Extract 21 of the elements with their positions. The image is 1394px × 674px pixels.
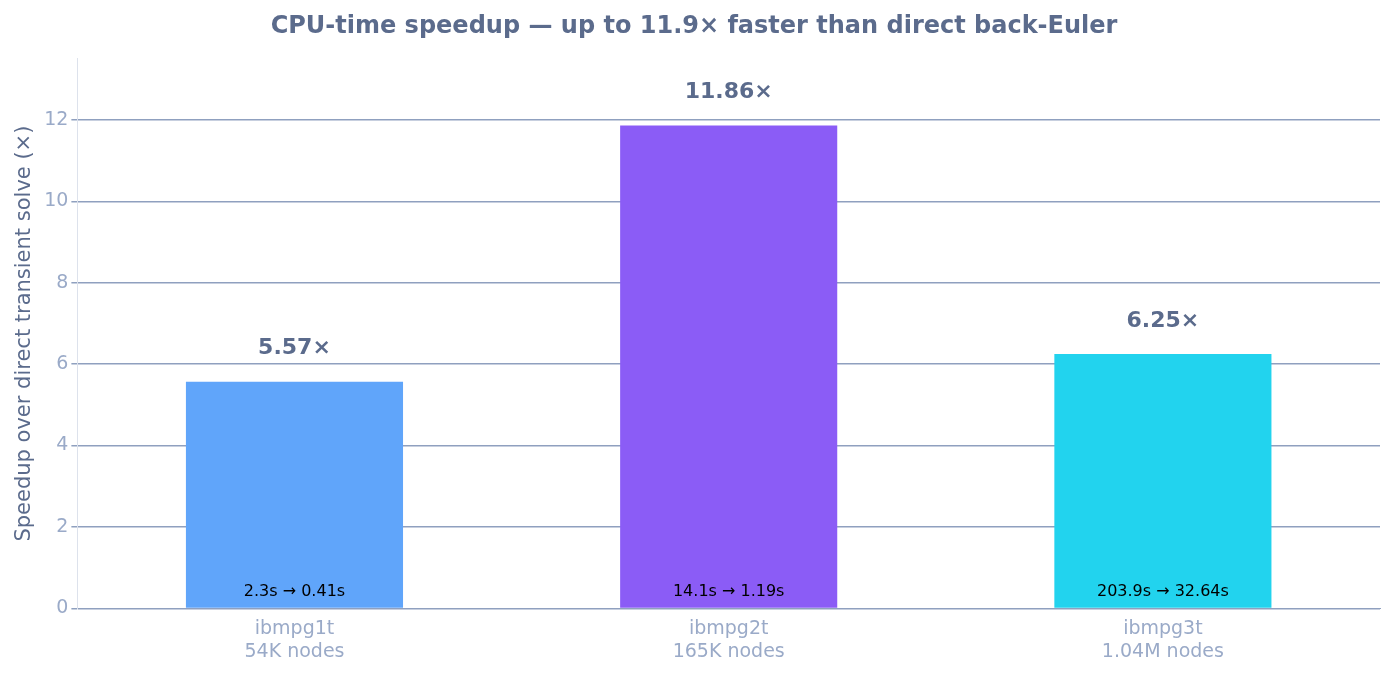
data-label: 11.86× <box>684 78 773 104</box>
x-tick-label: ibmpg2t 165K nodes <box>672 615 785 661</box>
x-tick-label: ibmpg3t 1.04M nodes <box>1101 615 1224 661</box>
y-tick-label: 8 <box>56 269 69 292</box>
y-tick-label: 12 <box>44 106 69 129</box>
y-tick-label: 4 <box>56 432 69 455</box>
annotation: 203.9s → 32.64s <box>1096 580 1229 600</box>
y-axis-title: Speedup over direct transient solve (×) <box>11 125 36 542</box>
bar <box>620 125 838 608</box>
annotation: 2.3s → 0.41s <box>243 580 346 600</box>
data-label: 5.57× <box>258 334 331 360</box>
y-tick-label: 2 <box>56 513 69 536</box>
chart-title: CPU-time speedup — up to 11.9× faster than direct back-Euler <box>270 10 1118 39</box>
data-label: 6.25× <box>1126 306 1200 332</box>
x-tick-label: ibmpg1t 54K nodes <box>244 615 345 661</box>
annotation: 14.1s → 1.19s <box>672 580 785 600</box>
bar <box>1054 353 1272 608</box>
y-tick-label: 10 <box>44 188 69 211</box>
y-tick-label: 0 <box>56 595 69 618</box>
y-tick-label: 6 <box>56 351 69 374</box>
bar <box>185 381 404 608</box>
